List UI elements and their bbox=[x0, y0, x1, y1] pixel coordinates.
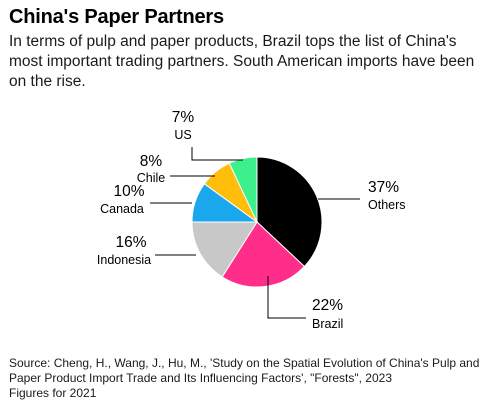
slice-label-canada: Canada bbox=[100, 202, 144, 216]
pie-slice-others bbox=[256, 156, 323, 268]
pie-slice-brazil bbox=[221, 221, 306, 288]
leader-line-us bbox=[191, 147, 243, 161]
slice-label-others: Others bbox=[368, 198, 406, 212]
pie-slice-indonesia bbox=[191, 221, 258, 278]
slice-label-us: US bbox=[174, 128, 191, 142]
pie-labels: 37% Others 22% Brazil 16% Indonesia 10% Canada 8… bbox=[97, 109, 406, 331]
pie-slices bbox=[191, 156, 323, 288]
value-label-indonesia: 16% bbox=[115, 234, 146, 251]
slice-label-brazil: Brazil bbox=[312, 317, 343, 331]
value-label-chile: 8% bbox=[140, 153, 163, 170]
chart-title: China's Paper Partners bbox=[9, 6, 224, 28]
value-label-others: 37% bbox=[368, 179, 399, 196]
value-label-brazil: 22% bbox=[312, 297, 343, 314]
source-text: Source: Cheng, H., Wang, J., Hu, M., 'St… bbox=[9, 356, 480, 385]
slice-label-chile: Chile bbox=[137, 171, 166, 185]
chart-source: Source: Cheng, H., Wang, J., Hu, M., 'St… bbox=[9, 356, 497, 401]
leader-line-brazil bbox=[267, 276, 306, 319]
value-label-us: 7% bbox=[172, 109, 195, 126]
chart-subtitle: In terms of pulp and paper products, Bra… bbox=[9, 33, 475, 90]
slice-label-indonesia: Indonesia bbox=[97, 253, 151, 267]
pie-slice-us bbox=[228, 156, 258, 223]
value-label-canada: 10% bbox=[113, 183, 144, 200]
source-note: Figures for 2021 bbox=[9, 386, 97, 400]
